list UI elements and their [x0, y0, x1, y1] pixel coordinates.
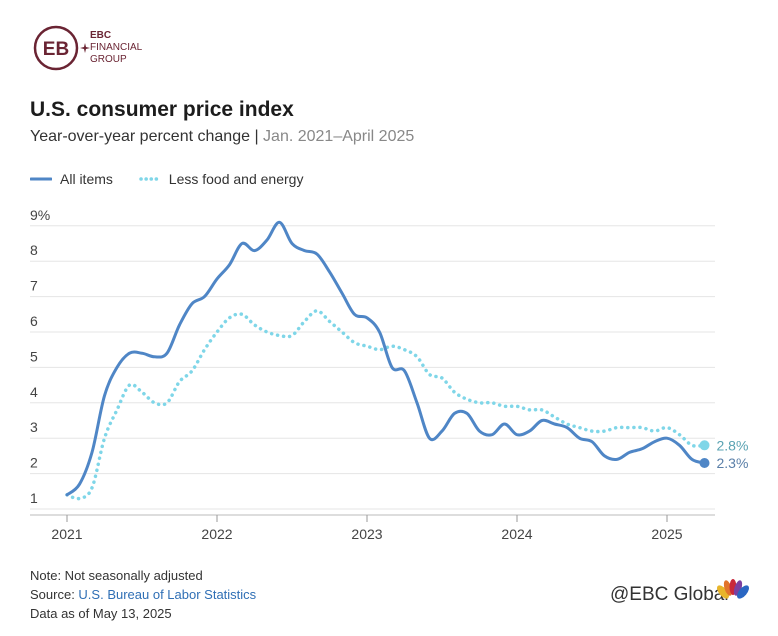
end-point-all-items [699, 457, 710, 468]
y-tick-label: 1 [30, 490, 38, 506]
brand-mark-icon: EB [33, 25, 79, 71]
legend-dotted-line-icon [139, 177, 161, 181]
series-end-markers: 2.8% 2.3% [699, 437, 749, 471]
chart-gridlines [30, 225, 715, 510]
y-axis-ticks: 1 2 3 4 5 6 7 8 9% [30, 207, 50, 506]
sparkle-icon [80, 43, 90, 53]
end-label-all-items: 2.3% [717, 455, 749, 471]
end-point-core [699, 440, 710, 451]
subtitle-main: Year-over-year percent change [30, 128, 250, 145]
series-line-all-items [65, 220, 706, 497]
y-tick-label: 3 [30, 419, 38, 435]
series-line-core [65, 309, 707, 501]
chart-title: U.S. consumer price index [30, 98, 294, 121]
data-as-of: Data as of May 13, 2025 [30, 606, 172, 621]
legend-label-core: Less food and energy [168, 171, 304, 187]
legend-solid-line-icon [30, 177, 52, 181]
x-tick-label: 2025 [651, 526, 682, 542]
x-tick-label: 2023 [351, 526, 382, 542]
y-tick-label: 9% [30, 207, 50, 223]
y-tick-label: 5 [30, 348, 38, 364]
brand-line-2: FINANCIAL [90, 42, 143, 53]
y-tick-label: 8 [30, 242, 38, 258]
y-tick-label: 2 [30, 455, 38, 471]
brand-line-3: GROUP [90, 54, 127, 65]
legend-item-core: Less food and energy [139, 171, 304, 187]
brand-mark-text: EB [43, 39, 69, 60]
source-link[interactable]: U.S. Bureau of Labor Statistics [78, 587, 257, 602]
chart-series [65, 220, 707, 501]
y-tick-label: 6 [30, 313, 38, 329]
watermark-text: @EBC Global [610, 584, 729, 605]
brand-logo: EB EBC FINANCIAL GROUP [32, 24, 192, 76]
subtitle-range: Jan. 2021–April 2025 [263, 128, 415, 145]
brand-name: EBC FINANCIAL GROUP [90, 30, 142, 66]
y-tick-label: 7 [30, 278, 38, 294]
x-axis: 2021 2022 2023 2024 2025 [30, 514, 715, 542]
end-label-core: 2.8% [717, 437, 749, 453]
x-tick-label: 2021 [51, 526, 82, 542]
chart-subtitle: Year-over-year percent change | Jan. 202… [30, 128, 415, 145]
x-tick-label: 2024 [501, 526, 532, 542]
y-tick-label: 4 [30, 384, 38, 400]
peacock-logo-icon [717, 579, 749, 599]
source-prefix: Source: [30, 587, 79, 602]
brand-line-1: EBC [90, 30, 112, 41]
chart-legend: All items Less food and energy [30, 170, 325, 187]
note-text: Note: Not seasonally adjusted [30, 568, 203, 583]
x-tick-label: 2022 [201, 526, 232, 542]
legend-label-all-items: All items [60, 171, 113, 187]
chart-notes: Note: Not seasonally adjusted Source: U.… [30, 566, 256, 623]
legend-item-all-items: All items [30, 171, 113, 187]
source-text: Source: U.S. Bureau of Labor Statistics [30, 585, 256, 604]
